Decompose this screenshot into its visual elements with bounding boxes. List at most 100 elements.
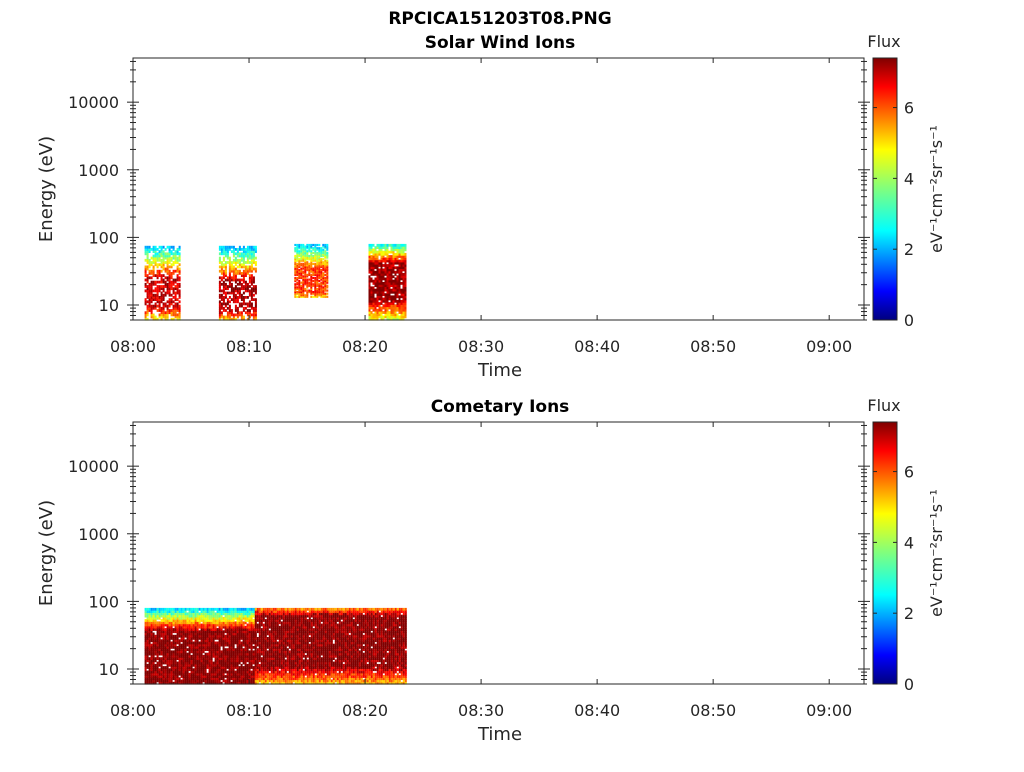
flux-cell <box>225 292 227 295</box>
flux-cell <box>153 266 155 269</box>
flux-cell <box>308 244 310 246</box>
flux-cell <box>227 648 229 651</box>
colorbar-tick-label: 4 <box>904 169 914 188</box>
flux-cell <box>231 298 233 301</box>
flux-cell <box>308 282 310 284</box>
flux-cell <box>247 608 249 611</box>
flux-cell <box>253 666 255 669</box>
x-axis-label: Time <box>477 360 522 381</box>
flux-cell <box>155 608 157 611</box>
flux-cell <box>287 673 289 676</box>
flux-cell <box>245 248 247 251</box>
flux-cell <box>229 296 231 299</box>
flux-cell <box>300 285 302 287</box>
flux-cell <box>221 290 223 293</box>
flux-cell <box>302 244 304 246</box>
flux-cell <box>193 608 195 611</box>
flux-cell <box>237 283 239 286</box>
flux-cell <box>177 257 179 260</box>
flux-cell <box>251 671 253 674</box>
flux-cell <box>163 246 165 249</box>
flux-cell <box>233 287 235 290</box>
flux-cell <box>161 619 163 622</box>
flux-cell <box>169 298 171 301</box>
flux-cell <box>312 283 314 285</box>
flux-cell <box>379 260 381 263</box>
flux-cell <box>173 300 175 303</box>
flux-cell <box>306 290 308 292</box>
flux-cell <box>171 246 173 249</box>
flux-cell <box>151 281 153 284</box>
flux-cell <box>289 650 291 653</box>
flux-cell <box>397 313 399 316</box>
flux-cell <box>385 278 387 281</box>
flux-cell <box>324 244 326 246</box>
flux-cell <box>219 281 221 284</box>
colorbar-tick-label: 2 <box>904 240 914 259</box>
flux-cell <box>229 305 231 308</box>
flux-cell <box>379 302 381 305</box>
flux-cell <box>179 290 181 293</box>
y-axis-label: Energy (eV) <box>36 136 57 242</box>
flux-cell <box>219 294 221 297</box>
flux-cell <box>203 655 205 658</box>
flux-cell <box>199 642 201 645</box>
flux-cell <box>221 303 223 306</box>
flux-cell <box>147 246 149 249</box>
flux-cell <box>145 290 147 293</box>
flux-cell <box>245 296 247 299</box>
flux-cell <box>225 246 227 249</box>
flux-cell <box>304 294 306 296</box>
flux-cell <box>239 252 241 255</box>
flux-cell <box>245 608 247 611</box>
flux-cell <box>241 642 243 645</box>
flux-cell <box>313 628 315 631</box>
flux-cell <box>310 244 312 246</box>
flux-cell <box>229 300 231 303</box>
flux-cell <box>157 270 159 273</box>
flux-cell <box>153 305 155 308</box>
flux-cell <box>318 247 320 249</box>
flux-cell <box>235 648 237 651</box>
flux-cell <box>257 648 259 651</box>
flux-cell <box>383 251 385 254</box>
flux-cell <box>207 653 209 656</box>
flux-cell <box>191 608 193 611</box>
flux-cell <box>391 295 393 298</box>
flux-cell <box>147 274 149 277</box>
flux-cell <box>163 294 165 297</box>
flux-cell <box>155 246 157 249</box>
flux-cell <box>322 261 324 263</box>
flux-cell <box>145 279 147 282</box>
flux-cell <box>371 255 373 258</box>
flux-cell <box>287 648 289 651</box>
flux-cell <box>296 244 298 246</box>
flux-cell <box>304 288 306 290</box>
flux-cell <box>173 279 175 282</box>
flux-cell <box>241 664 243 667</box>
flux-cell <box>225 303 227 306</box>
flux-cell <box>247 664 249 667</box>
flux-cell <box>322 244 324 246</box>
flux-cell <box>157 252 159 255</box>
flux-cell <box>193 642 195 645</box>
flux-cell <box>241 272 243 275</box>
flux-cell <box>249 650 251 653</box>
flux-cell <box>181 608 183 611</box>
flux-cell <box>159 246 161 249</box>
flux-cell <box>317 608 319 611</box>
flux-cell <box>373 248 375 251</box>
flux-cell <box>245 307 247 310</box>
flux-cell <box>153 633 155 636</box>
flux-cell <box>375 298 377 301</box>
flux-cell <box>296 296 298 298</box>
flux-cell <box>151 608 153 611</box>
flux-cell <box>267 637 269 640</box>
flux-cell <box>223 296 225 299</box>
flux-cell <box>312 280 314 282</box>
flux-cell <box>241 279 243 282</box>
flux-cell <box>147 664 149 667</box>
spectrogram-heatmap <box>145 608 407 685</box>
flux-cell <box>395 278 397 281</box>
